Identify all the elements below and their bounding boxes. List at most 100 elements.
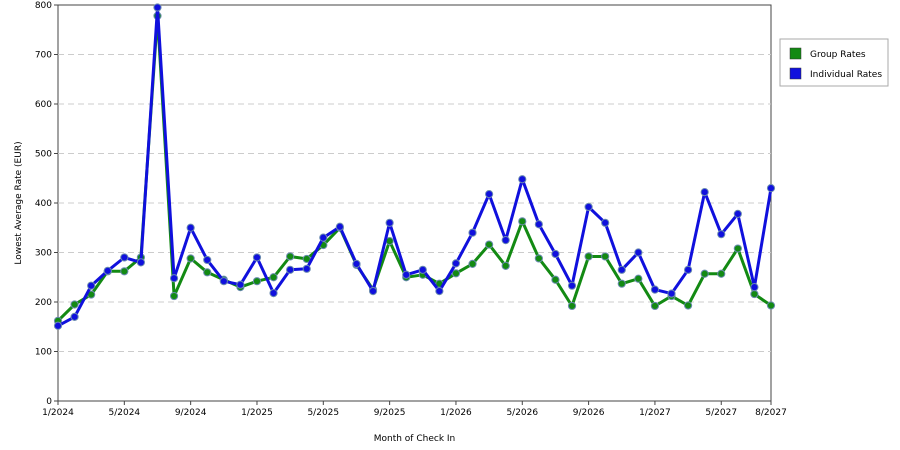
individual-rates-point [551, 249, 560, 259]
group-rates-point [683, 301, 693, 310]
individual-rates-point [485, 189, 494, 199]
individual-rates-point [236, 280, 245, 289]
x-tick-label: 5/2025 [307, 408, 339, 418]
x-axis-title: Month of Check In [374, 434, 456, 444]
y-axis-title: Lowest Average Rate (EUR) [14, 141, 24, 264]
individual-rates-point [203, 255, 212, 265]
x-axis: 1/2024 5/2024 9/2024 1/2025 5/2025 9/2025 1/20… [42, 401, 787, 418]
individual-rates-point [385, 218, 394, 227]
individual-rates-point [368, 287, 378, 296]
individual-rates-point [567, 281, 577, 290]
individual-rates-point [120, 253, 129, 262]
y-tick-label: 200 [35, 298, 52, 308]
individual-rates-point [683, 265, 693, 274]
individual-rates-point [87, 281, 96, 290]
individual-rates-point [402, 270, 411, 279]
group-rates-point [269, 273, 278, 282]
group-rates-point [169, 291, 179, 301]
individual-rates-point [169, 274, 179, 283]
individual-rates-point [451, 259, 461, 268]
y-axis: 0 100 200 300 400 500 600 700 800 [35, 1, 58, 407]
x-tick-label: 5/2027 [705, 408, 737, 418]
x-tick-label: 9/2024 [175, 408, 207, 418]
y-tick-label: 500 [35, 150, 52, 160]
individual-rates-line [57, 6, 773, 328]
group-rates-point [252, 277, 262, 286]
group-rates-point [717, 269, 726, 278]
group-rates-point [584, 252, 593, 261]
individual-rates-point [70, 312, 79, 321]
legend-swatch-group-rates [789, 47, 802, 60]
x-tick-label: 1/2025 [241, 408, 273, 418]
group-rates-point [485, 240, 494, 249]
group-rates-point [120, 267, 129, 276]
individual-rates-point [219, 277, 228, 286]
x-tick-label: 5/2026 [506, 408, 538, 418]
individual-rates-point [252, 253, 262, 262]
individual-rates-point [634, 248, 643, 257]
group-rates-point [567, 301, 577, 311]
individual-rates-point [136, 258, 146, 267]
individual-rates-point [501, 236, 510, 245]
x-tick-label: 5/2024 [108, 408, 140, 418]
group-rates-point [70, 300, 79, 309]
group-rates-point [750, 289, 759, 299]
individual-rates-point [518, 175, 527, 184]
individual-rates-point [103, 266, 112, 275]
plot-frame [57, 4, 772, 402]
group-rates-point [601, 252, 610, 261]
y-tick-label: 600 [35, 100, 52, 110]
individual-rates-point [186, 223, 195, 232]
group-rates-point [186, 254, 195, 263]
y-tick-label: 0 [46, 397, 52, 407]
individual-rates-point [319, 233, 328, 242]
individual-rates-point [286, 265, 295, 274]
y-tick-label: 400 [35, 199, 52, 209]
group-rates-line [56, 14, 772, 322]
legend-label-individual-rates: Individual Rates [810, 70, 882, 80]
group-rates-point [733, 244, 742, 253]
individual-rates-point [418, 265, 427, 274]
group-rates-point [650, 301, 660, 311]
group-rates-point [468, 259, 477, 268]
legend-label-group-rates: Group Rates [810, 50, 866, 60]
individual-rates-point [717, 230, 726, 239]
legend-swatch-individual-rates [789, 67, 802, 80]
individual-rates-point [584, 202, 593, 212]
x-tick-label: 8/2027 [755, 408, 787, 418]
individual-rates-point [302, 264, 311, 273]
individual-rates-point [617, 265, 626, 274]
y-tick-label: 800 [35, 1, 52, 11]
group-rates-point [501, 261, 510, 270]
group-rates-point [518, 217, 527, 226]
individual-rates-point [700, 188, 709, 197]
individual-rates-point [335, 222, 344, 231]
individual-rates-point [650, 285, 660, 294]
group-rates-point [617, 279, 626, 288]
plot-area [53, 3, 776, 330]
individual-rates-point [750, 283, 759, 292]
individual-rates-point [53, 321, 63, 330]
x-tick-label: 1/2027 [639, 408, 671, 418]
gridlines [57, 4, 772, 402]
individual-rates-point [667, 289, 676, 298]
group-rates-point [534, 254, 543, 263]
individual-rates-point [601, 218, 610, 227]
individual-rates-point [468, 228, 477, 237]
x-tick-label: 1/2026 [440, 408, 472, 418]
individual-rates-point [153, 3, 162, 12]
group-rates-point [700, 269, 709, 278]
y-tick-label: 700 [35, 51, 52, 61]
individual-rates-point [269, 288, 278, 298]
group-rates-point [286, 252, 295, 261]
individual-rates-point [352, 259, 361, 268]
y-tick-label: 100 [35, 348, 52, 358]
legend: Group Rates Individual Rates [779, 38, 889, 87]
y-tick-label: 300 [35, 249, 52, 259]
x-tick-label: 9/2026 [573, 408, 605, 418]
individual-rates-point [534, 220, 543, 229]
individual-rates-point [435, 287, 444, 296]
group-rates-point [766, 301, 776, 310]
group-rates-point [634, 274, 643, 283]
